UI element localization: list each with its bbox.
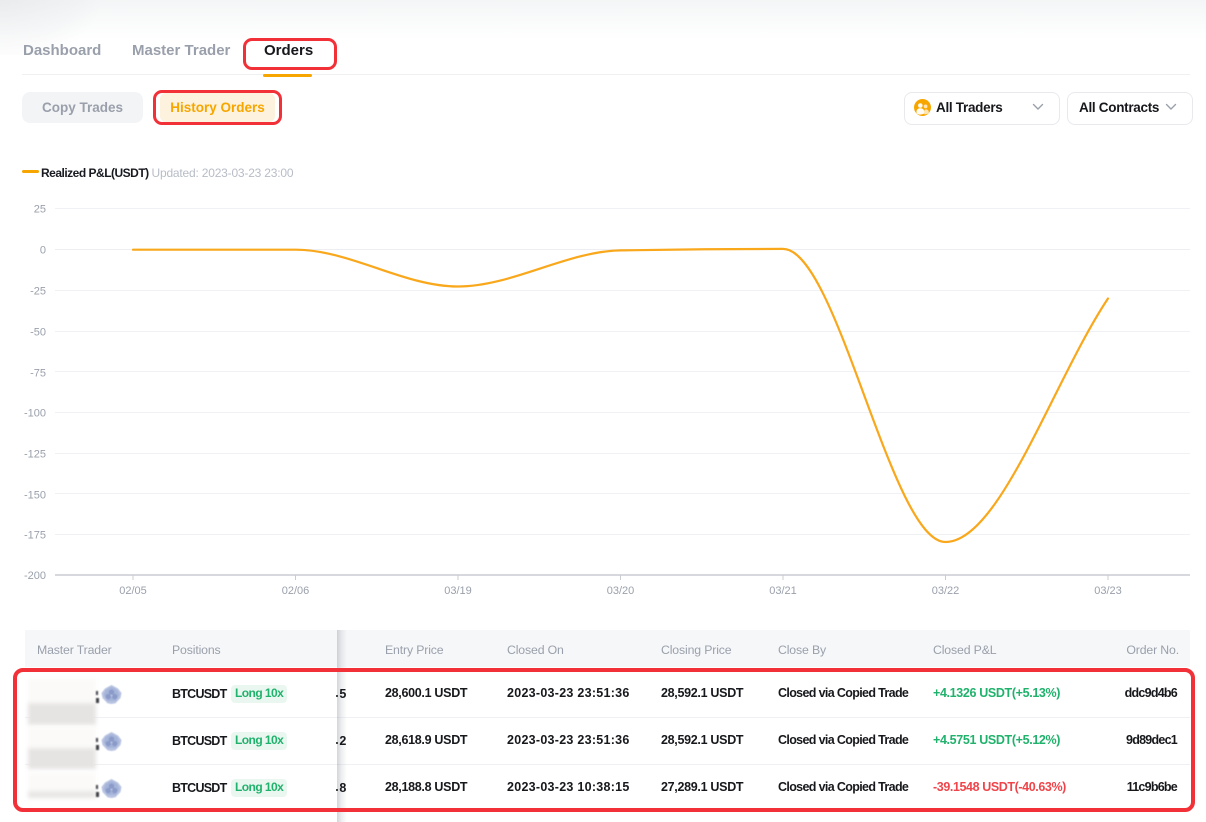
svg-text:-125: -125 <box>24 449 46 461</box>
svg-text:25: 25 <box>34 204 46 216</box>
svg-text:-175: -175 <box>24 530 46 542</box>
svg-text:-200: -200 <box>24 570 46 582</box>
svg-text:02/06: 02/06 <box>282 585 310 597</box>
svg-text:0: 0 <box>40 245 46 257</box>
svg-text:-25: -25 <box>30 286 46 298</box>
svg-text:-75: -75 <box>30 368 46 380</box>
svg-text:-150: -150 <box>24 490 46 502</box>
svg-text:03/22: 03/22 <box>932 585 960 597</box>
svg-text:03/19: 03/19 <box>444 585 472 597</box>
svg-text:-50: -50 <box>30 327 46 339</box>
svg-text:03/20: 03/20 <box>607 585 635 597</box>
svg-text:-100: -100 <box>24 408 46 420</box>
svg-text:02/05: 02/05 <box>119 585 147 597</box>
svg-text:03/23: 03/23 <box>1094 585 1122 597</box>
svg-text:03/21: 03/21 <box>769 585 797 597</box>
